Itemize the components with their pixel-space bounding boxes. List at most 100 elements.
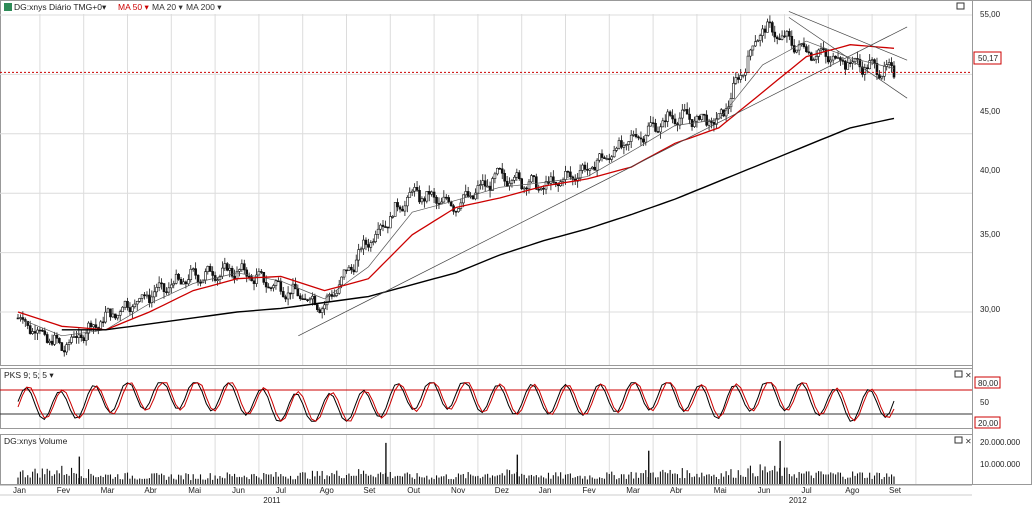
price-candle <box>822 41 825 52</box>
price-candle <box>225 262 229 272</box>
price-candle <box>440 197 443 204</box>
price-candle <box>104 305 107 324</box>
stoch-lower-box <box>974 416 1001 429</box>
x-tick-label: Fev <box>582 486 595 495</box>
maximize-volume-icon[interactable] <box>954 436 963 444</box>
price-candle <box>48 338 51 346</box>
price-candle <box>753 35 757 48</box>
price-candle <box>296 284 300 297</box>
y-tick-30: 30,00 <box>980 305 1001 314</box>
price-candle <box>384 220 387 228</box>
price-candle <box>778 33 781 41</box>
price-candle <box>659 123 662 139</box>
price-candle <box>688 107 691 125</box>
price-candle <box>625 143 628 151</box>
price-candle <box>228 264 231 278</box>
price-candle <box>590 165 594 170</box>
price-candle <box>359 246 363 253</box>
last-price-box <box>973 51 1002 65</box>
price-candle <box>396 198 399 212</box>
last-price-label: 50,17 <box>978 54 999 63</box>
legend-ma50[interactable]: MA 50 ▾ <box>118 2 149 12</box>
price-candle <box>634 128 638 139</box>
price-candle <box>53 331 56 347</box>
price-candle <box>865 64 869 74</box>
x-tick-label: Abr <box>144 486 157 495</box>
price-candle <box>841 56 845 65</box>
price-candle <box>527 179 531 194</box>
x-tick-label: Jun <box>232 486 245 495</box>
price-candle <box>62 345 66 357</box>
trend-line <box>788 11 908 61</box>
price-candle <box>486 179 489 188</box>
price-candle <box>165 287 168 295</box>
price-candle <box>505 175 509 188</box>
price-candle <box>656 126 660 133</box>
price-candle <box>695 114 699 128</box>
price-candle <box>598 153 601 163</box>
price-candle <box>629 130 633 149</box>
price-candle <box>376 222 380 239</box>
price-candle <box>637 135 640 141</box>
price-candle <box>771 20 774 36</box>
maximize-price-icon[interactable] <box>956 2 965 10</box>
price-candle <box>413 183 416 197</box>
price-candle <box>698 114 701 121</box>
price-candle <box>603 155 606 160</box>
price-candle <box>267 283 270 289</box>
price-candle <box>491 176 494 191</box>
price-candle <box>252 278 256 291</box>
price-candle <box>320 306 324 319</box>
price-candle <box>671 109 674 124</box>
price-candle <box>418 185 421 204</box>
x-tick-label: Abr <box>670 486 683 495</box>
price-candle <box>126 297 129 311</box>
x-tick-label: Set <box>363 486 376 495</box>
price-candle <box>67 339 71 351</box>
price-candle <box>286 286 290 306</box>
price-candle <box>152 284 156 304</box>
y-tick-35: 35,00 <box>980 230 1001 239</box>
price-candle <box>739 69 743 83</box>
marks-layer <box>0 11 972 484</box>
price-candle <box>121 306 124 313</box>
price-candle <box>342 269 346 280</box>
price-candle <box>269 286 273 292</box>
price-candle <box>116 314 120 321</box>
price-panel-title[interactable]: DG:xnys Diário TMG+0▾ <box>14 2 107 12</box>
axis-strip <box>972 0 1032 485</box>
stoch-panel-title[interactable]: PKS 9; 5; 5 ▾ <box>4 370 54 380</box>
price-candle <box>773 25 777 43</box>
price-candle <box>281 286 285 298</box>
price-candle <box>717 113 721 120</box>
price-candle <box>45 332 49 344</box>
price-candle <box>593 161 597 171</box>
legend-ma200[interactable]: MA 200 ▾ <box>186 2 222 12</box>
price-candle <box>131 304 134 319</box>
stoch-mid-label: 50 <box>980 398 989 407</box>
price-candle <box>82 335 85 344</box>
price-candle <box>423 196 426 208</box>
price-candle <box>496 167 499 176</box>
price-candle <box>303 293 307 301</box>
price-candle <box>148 288 151 308</box>
close-volume-icon[interactable]: ✕ <box>965 437 972 446</box>
price-candle <box>223 257 227 272</box>
price-candle <box>766 18 769 33</box>
x-tick-label: Fev <box>57 486 70 495</box>
price-candle <box>646 122 650 137</box>
legend-ma20[interactable]: MA 20 ▾ <box>152 2 183 12</box>
price-candle <box>539 187 543 191</box>
close-stoch-icon[interactable]: ✕ <box>965 371 972 380</box>
maximize-stoch-icon[interactable] <box>954 370 963 378</box>
price-candle <box>55 332 59 344</box>
price-candle <box>369 240 373 252</box>
volume-panel-title[interactable]: DG:xnys Volume <box>4 436 68 446</box>
x-tick-label: Ago <box>320 486 335 495</box>
price-candle <box>768 15 772 28</box>
price-candle <box>352 264 356 275</box>
price-candle <box>123 300 127 311</box>
price-candle <box>388 211 392 229</box>
